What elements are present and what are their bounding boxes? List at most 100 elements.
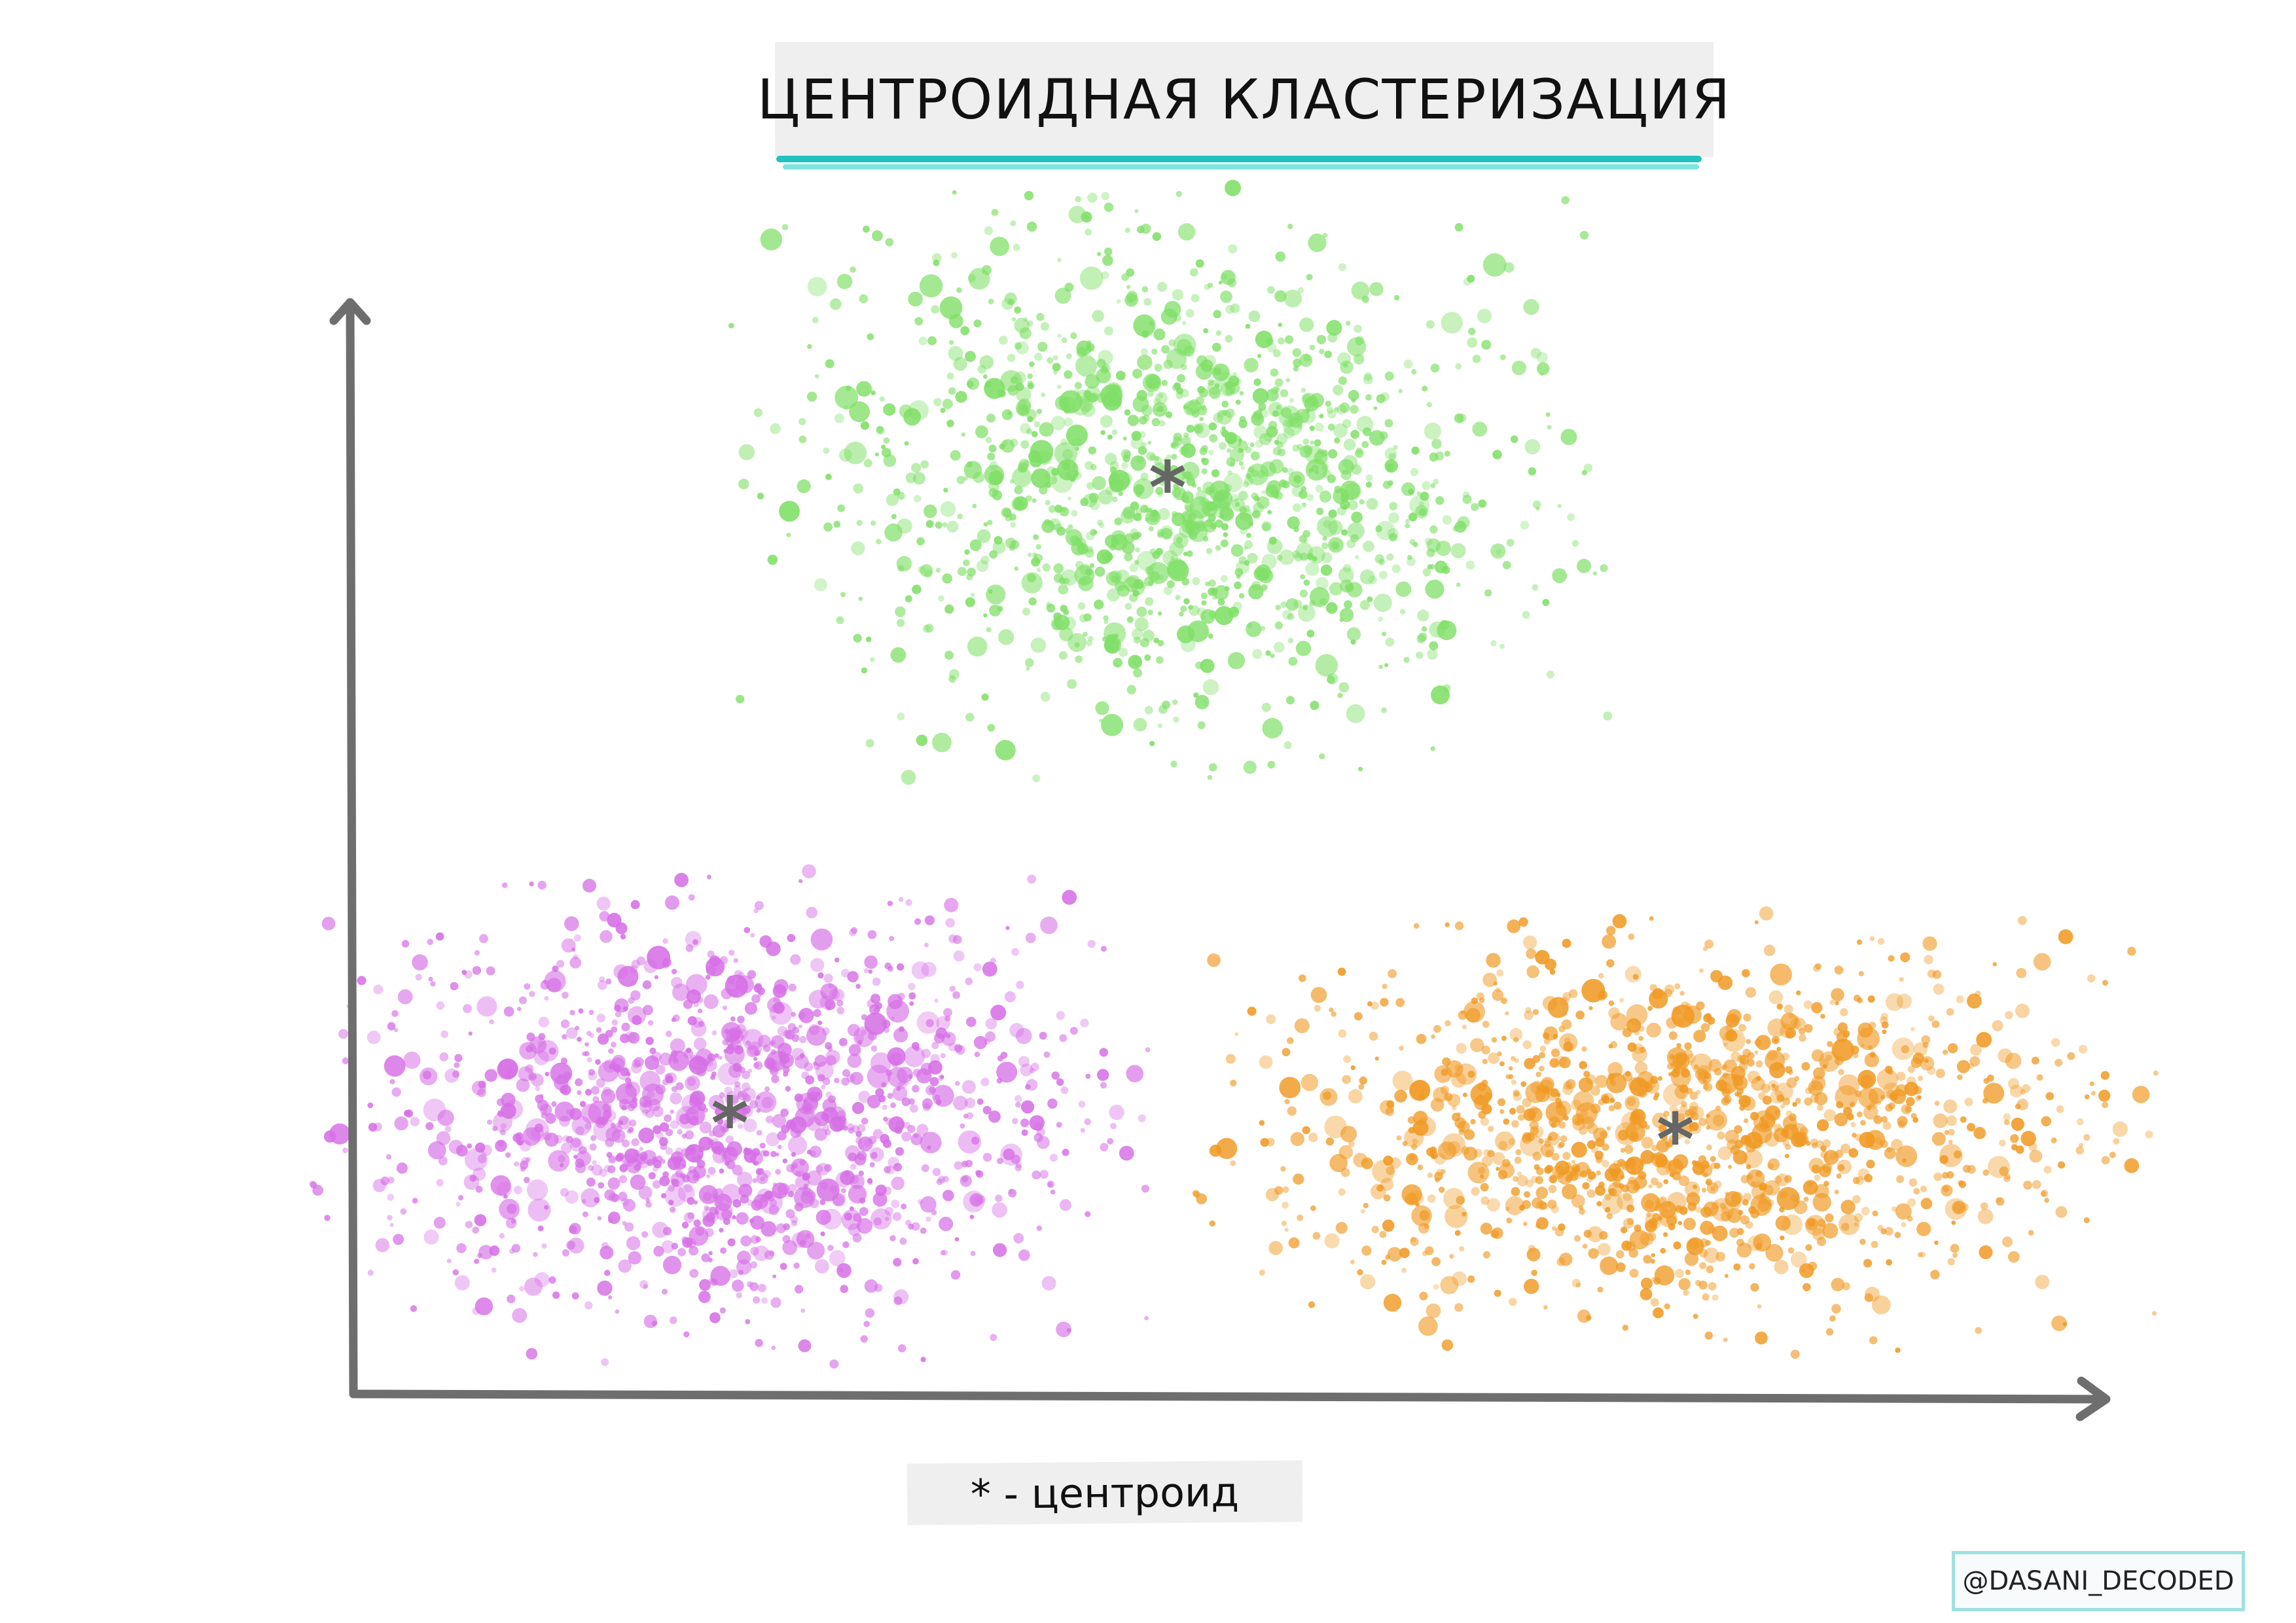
data-point [969, 1193, 983, 1207]
data-point [755, 1091, 777, 1113]
data-point [800, 1308, 806, 1313]
data-point [1262, 718, 1283, 739]
data-point [777, 1026, 788, 1037]
data-point [990, 1005, 1007, 1021]
data-point [986, 584, 1006, 605]
data-point [2017, 1098, 2029, 1111]
data-point [1272, 349, 1281, 358]
data-point [1166, 580, 1175, 588]
data-point [1638, 1036, 1643, 1041]
data-point [1380, 997, 1389, 1007]
data-point [2102, 980, 2108, 986]
data-point [1864, 1293, 1873, 1302]
data-point [1133, 314, 1156, 337]
data-point [719, 1168, 725, 1174]
data-point [1345, 321, 1351, 326]
data-point [2124, 1158, 2140, 1173]
data-point [865, 1308, 875, 1318]
data-point [1532, 500, 1541, 509]
data-point [1433, 1087, 1448, 1103]
data-point [1471, 1186, 1480, 1196]
data-point [1207, 953, 1221, 967]
data-point [621, 1139, 630, 1148]
data-point [1640, 1288, 1653, 1300]
data-point [949, 986, 956, 992]
data-point [1181, 364, 1187, 370]
data-point [1253, 425, 1268, 439]
data-point [1306, 493, 1314, 501]
data-point [953, 357, 967, 371]
data-point [1609, 1079, 1615, 1084]
data-point [832, 1194, 844, 1206]
data-point [1922, 936, 1937, 951]
data-point [1325, 602, 1338, 614]
data-point [1068, 205, 1086, 224]
data-point [1456, 582, 1461, 587]
data-point [1085, 228, 1092, 236]
data-point [1520, 520, 1530, 530]
data-point [820, 1182, 828, 1190]
data-point [1817, 1104, 1823, 1111]
data-point [1386, 553, 1394, 561]
data-point [1551, 1122, 1556, 1128]
data-point [367, 1270, 374, 1276]
data-point [537, 1225, 544, 1232]
data-point [1348, 1089, 1363, 1104]
data-point [1133, 512, 1142, 522]
data-point [1087, 192, 1098, 203]
data-point [556, 959, 565, 968]
data-point [1225, 334, 1233, 343]
data-point [391, 1010, 399, 1017]
data-point [465, 1221, 473, 1228]
data-point [1627, 1042, 1637, 1052]
data-point [1463, 1092, 1467, 1097]
data-point [1291, 486, 1303, 497]
data-point [1348, 1141, 1355, 1148]
data-point [875, 1088, 884, 1097]
data-point [1126, 616, 1134, 623]
data-point [1583, 1071, 1590, 1078]
data-point [1904, 1082, 1919, 1096]
data-point [1660, 1134, 1668, 1141]
data-point [1838, 1069, 1844, 1075]
data-point [1909, 1178, 1918, 1187]
data-point [1193, 692, 1199, 698]
data-point [588, 1165, 594, 1171]
data-point [665, 895, 679, 910]
data-point [1831, 1277, 1845, 1292]
data-point [772, 984, 787, 998]
data-point [1496, 969, 1504, 977]
data-point [1496, 1167, 1500, 1171]
data-point [1148, 526, 1154, 531]
data-point [920, 1132, 942, 1154]
data-point [428, 976, 433, 982]
data-point [1852, 1177, 1860, 1185]
data-point [1288, 412, 1304, 428]
data-point [933, 259, 940, 266]
data-point [1902, 1158, 1907, 1163]
data-point [814, 1259, 829, 1274]
data-point [1126, 291, 1138, 302]
data-point [1158, 393, 1164, 399]
data-point [1188, 605, 1193, 610]
data-point [1430, 363, 1440, 373]
data-point [1481, 1045, 1491, 1055]
data-point [1013, 243, 1020, 251]
data-point [965, 351, 976, 363]
data-point [1030, 1062, 1039, 1071]
data-point [1785, 1110, 1793, 1117]
cluster-2 [309, 864, 1151, 1369]
data-point [742, 1094, 751, 1103]
data-point [1651, 1145, 1659, 1152]
data-point [1299, 589, 1308, 598]
data-point [1980, 1202, 1988, 1210]
data-point [1071, 396, 1091, 416]
data-point [1755, 1060, 1763, 1068]
data-point [1056, 1078, 1064, 1086]
data-point [1454, 1303, 1463, 1312]
data-point [1331, 1011, 1336, 1017]
data-point [1027, 573, 1036, 582]
data-point [1538, 1138, 1544, 1144]
data-point [629, 1119, 637, 1127]
data-point [825, 1055, 836, 1066]
